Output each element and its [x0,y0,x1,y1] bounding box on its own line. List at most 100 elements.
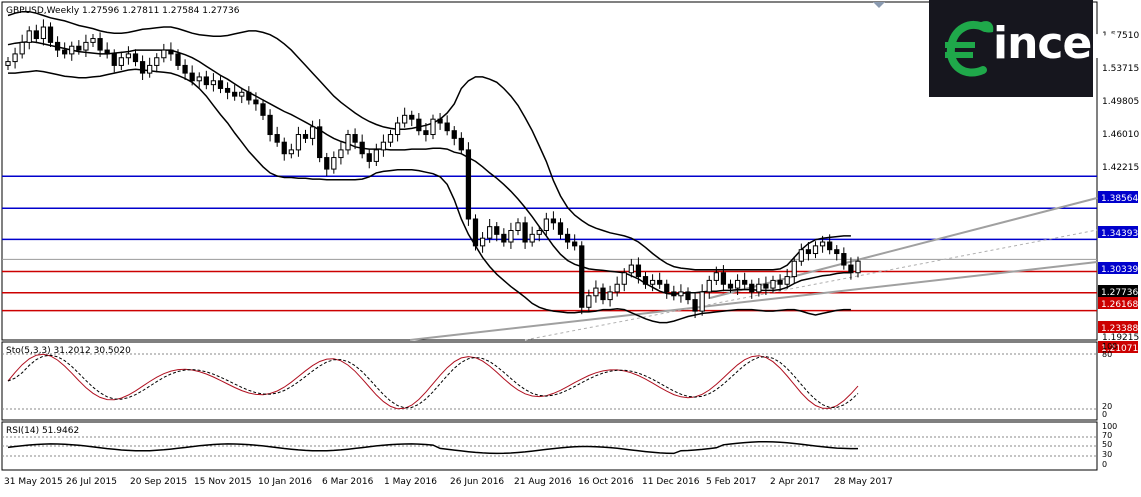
candle [756,278,762,297]
candle [40,19,47,46]
channel-mid-line [524,229,1098,341]
candle [380,134,387,157]
time-tick: 2 Apr 2017 [770,477,820,487]
sto-tick: 20 [1102,402,1112,411]
candle [373,143,379,167]
candle [394,116,401,142]
main-panel-frame [1,1,1098,341]
sto-tick: 100 [1102,342,1117,351]
candle [352,128,358,150]
time-tick: 16 Oct 2016 [578,477,634,487]
candle [260,99,266,120]
rsi-lines [2,436,1097,457]
time-tick: 6 Mar 2016 [322,477,374,487]
candle [147,57,153,78]
time-tick: 1 May 2016 [384,477,437,487]
candle [586,289,592,312]
candle [614,276,620,297]
level-label-1-30339: 1.30339 [1101,265,1138,275]
price-tick: 1.57510 [1102,31,1139,41]
chart-shift-marker[interactable] [873,2,885,8]
candle [409,110,415,127]
candle [182,59,188,81]
candle [472,214,479,251]
rsi-title: RSI(14) 51.9462 [6,426,79,436]
candle [97,32,103,57]
candle [784,268,790,289]
candle [196,72,202,88]
candle [33,24,39,44]
rsi-tick: 70 [1102,431,1112,440]
candle [139,55,146,81]
candle [203,70,209,90]
rsi-tick: 100 [1102,422,1117,431]
time-tick: 5 Feb 2017 [706,477,756,487]
candle [309,120,316,146]
rsi-tick: 30 [1102,450,1112,459]
candle [69,41,75,61]
candle [387,129,394,147]
candle [494,222,500,242]
stochastic-panel-frame [1,341,1098,421]
candle [132,49,139,67]
candle [331,151,337,174]
candle [281,137,287,161]
candle [338,142,344,165]
price-tick: 1.53715 [1102,64,1139,74]
time-tick: 11 Dec 2016 [642,477,700,487]
candle [47,22,54,47]
candle [246,86,252,105]
candle [19,34,25,59]
candle [720,265,727,292]
time-tick: 15 Nov 2015 [194,477,252,487]
candle [628,258,634,278]
time-tick: 21 Aug 2016 [514,477,572,487]
candle [812,241,819,259]
stochastic-axis: 100 80 20 0 [1102,342,1117,419]
candle [593,280,599,303]
level-label-1-38564: 1.38564 [1101,194,1138,204]
candle [515,218,521,236]
candle [416,113,422,136]
candle [451,126,457,146]
candle [742,272,748,289]
euro-leaf-icon [945,20,994,77]
candle [841,247,847,270]
candle [770,275,776,293]
candle [834,245,840,261]
candle [685,287,691,305]
candle [572,234,578,251]
candle [444,115,450,136]
candle [118,51,124,71]
candle [76,40,82,55]
candle [54,36,61,57]
candle [678,284,684,303]
level-label-1-23388: 1.23388 [1101,324,1138,334]
candle [302,129,309,143]
rsi-line [7,441,858,455]
candle [175,49,181,71]
candle [154,53,160,73]
candle [168,42,174,61]
candle [317,119,323,163]
candle [827,234,833,255]
candle [664,279,670,299]
candle [543,212,549,236]
price-tick: 1.42215 [1102,163,1139,173]
candle [734,274,741,296]
logo-text: incen [993,18,1123,69]
candle [713,266,719,286]
candle [536,225,542,242]
candle [635,257,642,284]
candle [224,82,231,100]
channel-lower-line [409,261,1098,341]
candle [501,228,507,247]
candle [458,132,464,155]
rsi-tick: 0 [1102,460,1107,469]
candle [805,242,812,261]
candle [62,42,68,59]
candle [657,272,663,289]
time-tick: 26 Jun 2016 [450,477,504,487]
candle [288,143,294,159]
candle [699,284,705,316]
